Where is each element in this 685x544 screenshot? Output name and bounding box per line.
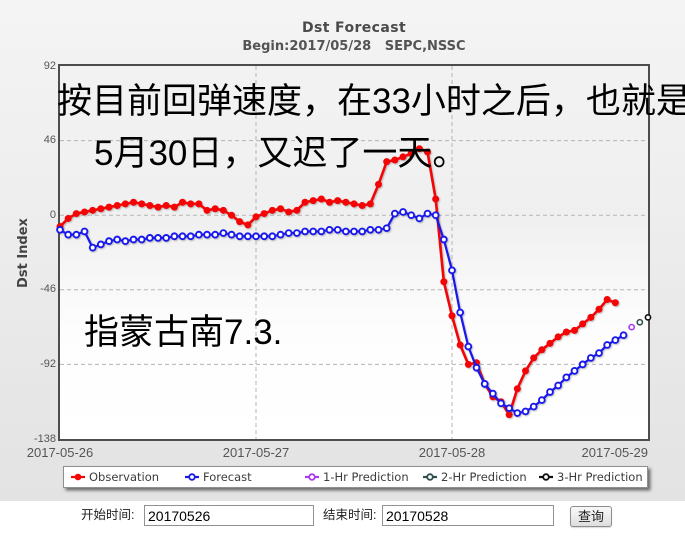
legend: Observation Forecast 1-Hr Prediction 2-Hr P… <box>63 466 648 488</box>
y-tick-label: -138 <box>33 432 56 445</box>
legend-label: Forecast <box>203 470 252 484</box>
legend-item: Observation <box>71 467 159 487</box>
handwritten-note: 5月30日，又迟了一天。 <box>94 134 468 173</box>
legend-label: 2-Hr Prediction <box>441 470 527 484</box>
start-time-input[interactable] <box>144 505 314 526</box>
x-tick-label: 2017-05-28 <box>418 445 486 460</box>
forecast-series <box>56 208 628 417</box>
dst-chart <box>56 66 652 439</box>
query-form: 开始时间: 结束时间: 查询 <box>0 501 685 544</box>
start-time-label: 开始时间: <box>81 508 135 522</box>
x-tick-label: 2017-05-29 <box>581 445 649 460</box>
y-tick-label: -46 <box>40 283 56 296</box>
chart-subtitle: Begin:2017/05/28 SEPC,NSSC <box>242 39 466 54</box>
legend-item: 1-Hr Prediction <box>305 467 409 487</box>
plot-area <box>56 64 652 441</box>
handwritten-note: 指蒙古南7.3. <box>84 313 283 352</box>
1-hr-prediction-point <box>628 323 636 331</box>
1-hr-prediction-marker-icon <box>305 473 319 481</box>
query-button[interactable]: 查询 <box>570 506 612 527</box>
observation-series <box>56 145 619 419</box>
end-time-input[interactable] <box>382 505 554 526</box>
chart-region: Dst Forecast Begin:2017/05/28 SEPC,NSSC … <box>0 0 685 501</box>
y-tick-label: 46 <box>43 134 56 147</box>
legend-label: Observation <box>89 470 160 484</box>
y-tick-label: 0 <box>49 208 56 221</box>
end-time-label: 结束时间: <box>323 508 377 522</box>
x-tick-label: 2017-05-26 <box>26 445 94 460</box>
2-hr-prediction-point <box>636 318 644 326</box>
2-hr-prediction-marker-icon <box>423 473 437 481</box>
handwritten-note: 按目前回弹速度，在33小时之后，也就是 <box>57 82 685 121</box>
observation-marker-icon <box>71 473 85 481</box>
chart-title: Dst Forecast <box>301 20 407 36</box>
3-hr-prediction-point <box>644 313 652 321</box>
x-tick-label: 2017-05-27 <box>222 445 290 460</box>
legend-label: 3-Hr Prediction <box>557 470 643 484</box>
legend-item: Forecast <box>185 467 252 487</box>
legend-item: 2-Hr Prediction <box>423 467 527 487</box>
y-tick-label: -92 <box>40 357 56 370</box>
forecast-marker-icon <box>185 473 199 481</box>
legend-item: 3-Hr Prediction <box>539 467 643 487</box>
3-hr-prediction-marker-icon <box>539 473 553 481</box>
y-tick-label: 92 <box>43 59 56 72</box>
legend-label: 1-Hr Prediction <box>323 470 409 484</box>
